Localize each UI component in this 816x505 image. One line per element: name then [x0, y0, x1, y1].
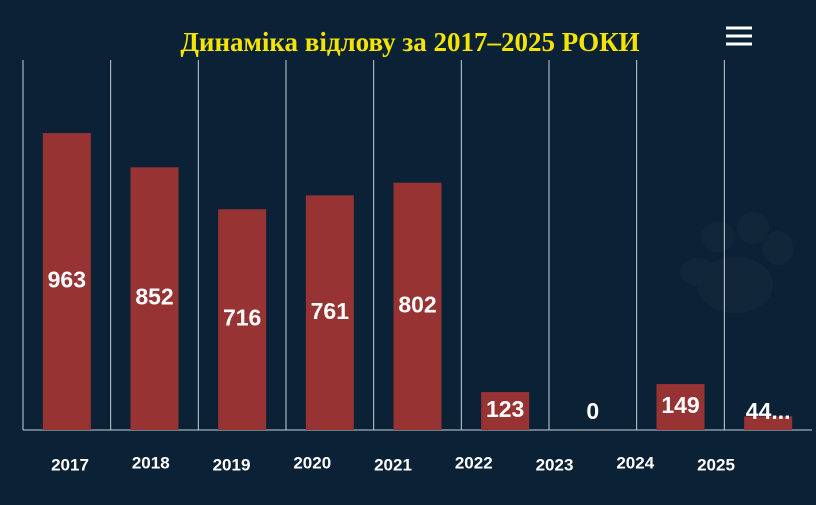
bar	[130, 167, 179, 431]
value-label: 761	[311, 298, 350, 324]
bar	[656, 384, 705, 430]
menu-button[interactable]	[726, 26, 752, 46]
bar	[481, 392, 530, 430]
value-label: 44...	[746, 398, 791, 424]
x-tick-label: 2020	[293, 453, 331, 472]
x-tick-label: 2023	[536, 455, 574, 474]
x-tick-label: 2024	[616, 453, 654, 472]
x-tick-label: 2021	[374, 455, 412, 474]
bar	[305, 195, 354, 430]
value-label: 802	[398, 291, 436, 317]
value-label: 716	[223, 305, 261, 331]
value-label: 149	[661, 392, 699, 418]
bar	[218, 209, 267, 430]
x-tick-label: 2022	[455, 453, 493, 472]
x-tick-label: 2025	[697, 455, 735, 474]
bar	[42, 133, 91, 430]
bar	[393, 182, 442, 430]
paw-icon	[680, 212, 793, 313]
value-label: 852	[135, 284, 173, 310]
x-tick-label: 2017	[51, 455, 89, 474]
value-label: 123	[486, 396, 524, 422]
chart-title: Динаміка відлову за 2017–2025 РОКИ	[180, 27, 639, 57]
bar	[744, 416, 793, 430]
x-tick-label: 2019	[213, 455, 251, 474]
value-label: 0	[586, 398, 599, 424]
value-label: 963	[48, 267, 86, 293]
x-tick-label: 2018	[132, 453, 170, 472]
